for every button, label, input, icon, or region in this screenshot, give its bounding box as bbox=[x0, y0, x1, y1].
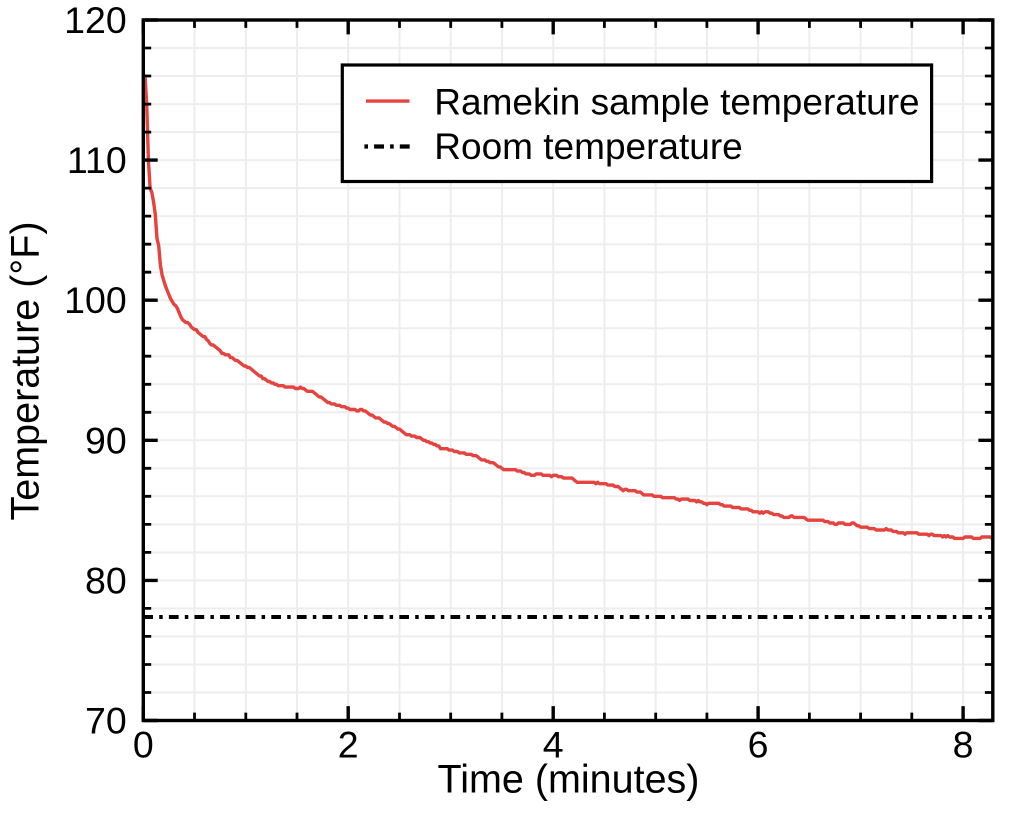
svg-text:4: 4 bbox=[543, 724, 564, 766]
svg-text:70: 70 bbox=[85, 700, 127, 742]
svg-text:Ramekin sample temperature: Ramekin sample temperature bbox=[434, 81, 919, 122]
svg-text:Time (minutes): Time (minutes) bbox=[438, 758, 700, 802]
svg-text:Temperature (°F): Temperature (°F) bbox=[4, 222, 48, 521]
svg-text:2: 2 bbox=[338, 724, 359, 766]
svg-text:120: 120 bbox=[64, 0, 127, 41]
svg-text:90: 90 bbox=[85, 419, 127, 461]
svg-text:0: 0 bbox=[133, 724, 154, 766]
svg-text:80: 80 bbox=[85, 559, 127, 601]
svg-text:8: 8 bbox=[953, 724, 974, 766]
svg-text:Room temperature: Room temperature bbox=[434, 126, 742, 167]
svg-text:6: 6 bbox=[748, 724, 769, 766]
svg-text:110: 110 bbox=[67, 139, 127, 181]
svg-text:100: 100 bbox=[64, 279, 127, 321]
